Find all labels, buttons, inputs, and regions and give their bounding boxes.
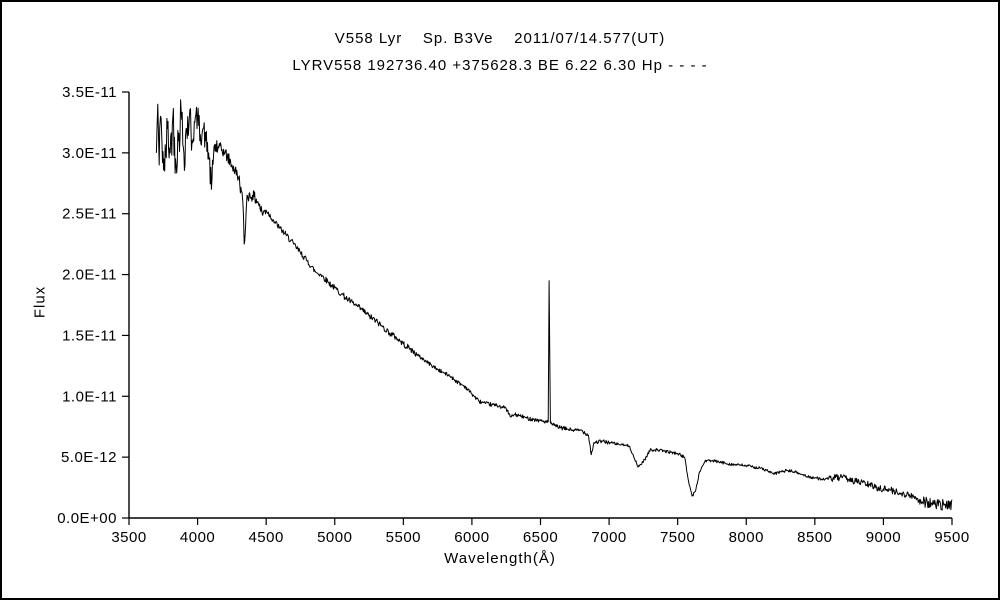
plot-subtitle: LYRV558 192736.40 +375628.3 BE 6.22 6.30… [292, 57, 708, 74]
y-tick-label: 1.5E-11 [62, 327, 117, 344]
x-tick-label: 9500 [934, 529, 969, 546]
axis-lines [128, 92, 952, 519]
x-tick-label: 4500 [248, 529, 283, 546]
x-tick-label: 4000 [180, 529, 215, 546]
spectrum-line [155, 99, 953, 511]
x-tick-label: 9000 [866, 529, 901, 546]
x-tick-label: 6500 [523, 529, 558, 546]
x-tick-label: 6000 [454, 529, 489, 546]
y-tick-label: 1.0E-11 [62, 388, 117, 405]
y-tick-label: 2.5E-11 [62, 206, 117, 223]
x-tick-label: 7000 [591, 529, 626, 546]
y-tick-label: 2.0E-11 [62, 267, 117, 284]
y-tick-label: 3.0E-11 [62, 145, 117, 162]
x-tick-label: 5000 [317, 529, 352, 546]
y-tick-label: 5.0E-12 [61, 449, 117, 466]
x-tick-label: 8000 [729, 529, 764, 546]
x-tick-label: 3500 [111, 529, 146, 546]
x-tick-label: 5500 [386, 529, 421, 546]
x-tick-label: 8500 [797, 529, 832, 546]
x-tick-label: 7500 [660, 529, 695, 546]
y-tick-label: 0.0E+00 [57, 510, 117, 527]
x-axis-label: Wavelength(Å) [444, 550, 556, 567]
plot-title: V558 Lyr Sp. B3Ve 2011/07/14.577(UT) [334, 30, 666, 47]
y-tick-label: 3.5E-11 [62, 84, 117, 101]
